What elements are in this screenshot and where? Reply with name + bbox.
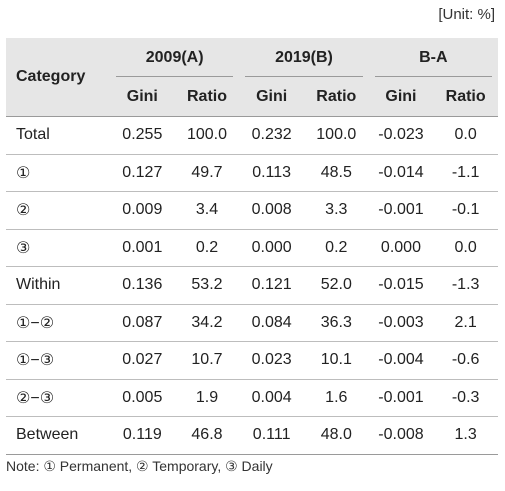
table-cell: 0.008 bbox=[239, 191, 304, 230]
table-row: Between 0.119 46.8 0.111 48.0 -0.008 1.3 bbox=[6, 416, 498, 455]
row-label: ②−③ bbox=[6, 379, 110, 417]
table-cell: -0.1 bbox=[433, 191, 498, 230]
group-header-2009: 2009(A) bbox=[110, 38, 240, 77]
table-cell: 0.119 bbox=[110, 416, 175, 455]
category-header: Category bbox=[6, 38, 110, 117]
row-label: ② bbox=[6, 191, 110, 230]
table-cell: 48.5 bbox=[303, 154, 369, 192]
table-cell: 2.1 bbox=[433, 304, 498, 342]
row-label: ① bbox=[6, 154, 110, 192]
table-cell: -0.003 bbox=[368, 304, 434, 342]
footnote: Note: ① Permanent, ② Temporary, ③ Daily bbox=[6, 458, 273, 474]
row-label: Between bbox=[6, 416, 110, 455]
subcolumn-header: Gini bbox=[368, 77, 434, 117]
table-row: Total 0.255 100.0 0.232 100.0 -0.023 0.0 bbox=[6, 116, 498, 155]
table-cell: 0.2 bbox=[174, 229, 240, 267]
group-header-difference: B-A bbox=[368, 38, 498, 77]
table-row: Within 0.136 53.2 0.121 52.0 -0.015 -1.3 bbox=[6, 266, 498, 305]
table-cell: 0.009 bbox=[110, 191, 175, 230]
table-cell: 0.232 bbox=[239, 116, 304, 155]
table-cell: 10.1 bbox=[303, 341, 369, 380]
table-cell: 0.087 bbox=[110, 304, 175, 342]
subcolumn-header: Gini bbox=[239, 77, 304, 117]
table-cell: 0.004 bbox=[239, 379, 304, 417]
table-cell: 0.001 bbox=[110, 229, 175, 267]
row-label: ③ bbox=[6, 229, 110, 267]
gini-decomposition-table: Category 2009(A) 2019(B) B-A Gini Ratio … bbox=[6, 38, 498, 455]
table-row: ② 0.009 3.4 0.008 3.3 -0.001 -0.1 bbox=[6, 191, 498, 230]
table-cell: 1.6 bbox=[303, 379, 369, 417]
table-cell: 0.0 bbox=[433, 116, 498, 155]
table-row: ①−② 0.087 34.2 0.084 36.3 -0.003 2.1 bbox=[6, 304, 498, 342]
row-label: Total bbox=[6, 116, 110, 155]
table-cell: -0.001 bbox=[368, 191, 434, 230]
table-cell: -0.6 bbox=[433, 341, 498, 380]
table-cell: 0.121 bbox=[239, 266, 304, 305]
table-cell: 0.027 bbox=[110, 341, 175, 380]
table-cell: 36.3 bbox=[303, 304, 369, 342]
table-cell: -0.004 bbox=[368, 341, 434, 380]
header-row-subcolumns: Gini Ratio Gini Ratio Gini Ratio bbox=[6, 77, 498, 117]
table-cell: 0.005 bbox=[110, 379, 175, 417]
row-label: ①−② bbox=[6, 304, 110, 342]
table-cell: 0.000 bbox=[368, 229, 434, 267]
table-cell: 3.4 bbox=[174, 191, 240, 230]
table-cell: 53.2 bbox=[174, 266, 240, 305]
table-cell: 34.2 bbox=[174, 304, 240, 342]
subcolumn-header: Ratio bbox=[303, 77, 369, 117]
table-cell: 0.000 bbox=[239, 229, 304, 267]
table-cell: 0.111 bbox=[239, 416, 304, 455]
table-cell: 100.0 bbox=[174, 116, 240, 155]
row-label: ①−③ bbox=[6, 341, 110, 380]
table-cell: 0.136 bbox=[110, 266, 175, 305]
table-cell: 0.0 bbox=[433, 229, 498, 267]
unit-label: [Unit: %] bbox=[438, 6, 495, 23]
table-cell: 3.3 bbox=[303, 191, 369, 230]
table-cell: -0.014 bbox=[368, 154, 434, 192]
subcolumn-header: Ratio bbox=[433, 77, 498, 117]
group-header-2019: 2019(B) bbox=[239, 38, 369, 77]
table-cell: 49.7 bbox=[174, 154, 240, 192]
table-row: ① 0.127 49.7 0.113 48.5 -0.014 -1.1 bbox=[6, 154, 498, 192]
table-cell: 0.255 bbox=[110, 116, 175, 155]
table-cell: 1.9 bbox=[174, 379, 240, 417]
table-cell: -1.3 bbox=[433, 266, 498, 305]
table-cell: 10.7 bbox=[174, 341, 240, 380]
table-cell: -1.1 bbox=[433, 154, 498, 192]
table-cell: 0.113 bbox=[239, 154, 304, 192]
table-cell: -0.008 bbox=[368, 416, 434, 455]
table-cell: -0.001 bbox=[368, 379, 434, 417]
table-cell: 48.0 bbox=[303, 416, 369, 455]
table-cell: -0.015 bbox=[368, 266, 434, 305]
table-row: ②−③ 0.005 1.9 0.004 1.6 -0.001 -0.3 bbox=[6, 379, 498, 417]
table-row: ③ 0.001 0.2 0.000 0.2 0.000 0.0 bbox=[6, 229, 498, 267]
subcolumn-header: Gini bbox=[110, 77, 175, 117]
row-label: Within bbox=[6, 266, 110, 305]
table-cell: -0.023 bbox=[368, 116, 434, 155]
header-row-groups: Category 2009(A) 2019(B) B-A bbox=[6, 38, 498, 117]
table-row: ①−③ 0.027 10.7 0.023 10.1 -0.004 -0.6 bbox=[6, 341, 498, 380]
table-cell: 0.2 bbox=[303, 229, 369, 267]
table-cell: 100.0 bbox=[303, 116, 369, 155]
table-cell: -0.3 bbox=[433, 379, 498, 417]
subcolumn-header: Ratio bbox=[174, 77, 240, 117]
table-cell: 52.0 bbox=[303, 266, 369, 305]
table-cell: 1.3 bbox=[433, 416, 498, 455]
table-cell: 0.023 bbox=[239, 341, 304, 380]
table-cell: 46.8 bbox=[174, 416, 240, 455]
table-cell: 0.127 bbox=[110, 154, 175, 192]
table-cell: 0.084 bbox=[239, 304, 304, 342]
